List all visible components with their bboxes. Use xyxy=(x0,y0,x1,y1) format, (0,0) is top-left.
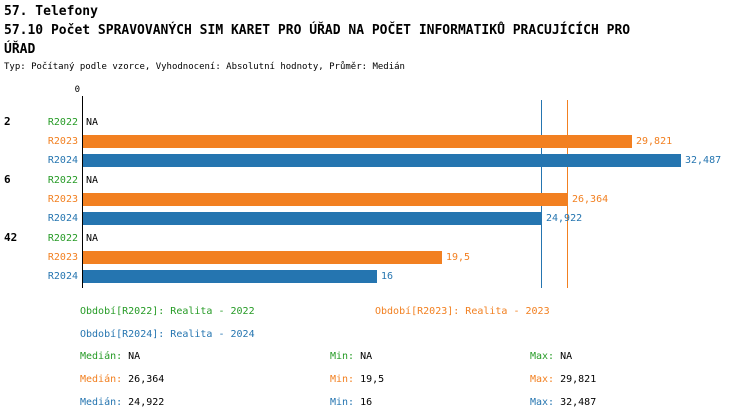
stat-label: Max: xyxy=(530,397,555,408)
bar-value-label: NA xyxy=(86,175,99,186)
stat-label: Min: xyxy=(330,397,355,408)
stat-r2023-median: Medián: 26,364 xyxy=(80,373,164,386)
axis-origin-tick-label: 0 xyxy=(74,85,80,95)
stat-value: 29,821 xyxy=(560,374,597,385)
stat-r2024-max: Max: 32,487 xyxy=(530,396,596,409)
bar-value-label: 19,5 xyxy=(446,252,471,263)
stat-label: Max: xyxy=(530,374,555,385)
stat-value: NA xyxy=(360,351,373,362)
bar-r2024 xyxy=(83,270,377,283)
stat-label: Max: xyxy=(530,351,555,362)
stat-r2022-min: Min: NA xyxy=(330,350,372,363)
series-label-r2024: R2024 xyxy=(47,271,78,282)
bar-value-label: 24,922 xyxy=(546,213,583,224)
bar-r2023 xyxy=(83,135,632,148)
series-label-r2024: R2024 xyxy=(47,213,78,224)
stat-r2022-median: Medián: NA xyxy=(80,350,140,363)
stat-label: Medián: xyxy=(80,374,123,385)
group-label: 6 xyxy=(4,173,11,186)
series-label-r2022: R2022 xyxy=(47,175,78,186)
stat-label: Medián: xyxy=(80,397,123,408)
series-label-r2023: R2023 xyxy=(47,194,78,205)
bar-r2024 xyxy=(83,212,542,225)
stat-value: 19,5 xyxy=(360,374,385,385)
stat-label: Min: xyxy=(330,351,355,362)
stat-value: 24,922 xyxy=(128,397,165,408)
stat-value: NA xyxy=(128,351,141,362)
chart-subtitle: 57.10 Počet SPRAVOVANÝCH SIM KARET PRO Ú… xyxy=(4,23,631,38)
stat-value: 16 xyxy=(360,397,373,408)
stat-r2023-min: Min: 19,5 xyxy=(330,373,384,386)
bar-r2023 xyxy=(83,251,442,264)
series-label-r2023: R2023 xyxy=(47,252,78,263)
value-axis-line xyxy=(82,96,83,288)
bar-r2023 xyxy=(83,193,568,206)
page-title: 57. Telefony xyxy=(4,4,98,19)
series-label-r2024: R2024 xyxy=(47,155,78,166)
stat-value: 32,487 xyxy=(560,397,597,408)
series-label-r2022: R2022 xyxy=(47,233,78,244)
bar-value-label: NA xyxy=(86,233,99,244)
chart-meta: Typ: Počítaný podle vzorce, Vyhodnocení:… xyxy=(4,62,405,72)
legend-item-r2022: Období[R2022]: Realita - 2022 xyxy=(80,306,255,317)
legend-item-r2024: Období[R2024]: Realita - 2024 xyxy=(80,329,255,340)
bar-value-label: NA xyxy=(86,117,99,128)
bar-value-label: 26,364 xyxy=(572,194,609,205)
bar-r2024 xyxy=(83,154,681,167)
stat-r2024-min: Min: 16 xyxy=(330,396,372,409)
bar-value-label: 29,821 xyxy=(636,136,673,147)
group-label: 2 xyxy=(4,115,11,128)
stat-r2024-median: Medián: 24,922 xyxy=(80,396,164,409)
bar-value-label: 16 xyxy=(381,271,394,282)
stat-value: NA xyxy=(560,351,573,362)
bar-value-label: 32,487 xyxy=(685,155,722,166)
series-label-r2023: R2023 xyxy=(47,136,78,147)
legend-item-r2023: Období[R2023]: Realita - 2023 xyxy=(375,306,550,317)
chart-subtitle-2: ÚŘAD xyxy=(4,42,36,57)
stat-r2022-max: Max: NA xyxy=(530,350,572,363)
stat-r2023-max: Max: 29,821 xyxy=(530,373,596,386)
bar-chart: 0 2 R2022 NA R2023 29,821 R2024 32,487 6 R2022 NA R… xyxy=(4,85,722,288)
series-label-r2022: R2022 xyxy=(47,117,78,128)
stat-label: Min: xyxy=(330,374,355,385)
stat-value: 26,364 xyxy=(128,374,165,385)
stat-label: Medián: xyxy=(80,351,123,362)
group-label: 42 xyxy=(4,231,18,244)
